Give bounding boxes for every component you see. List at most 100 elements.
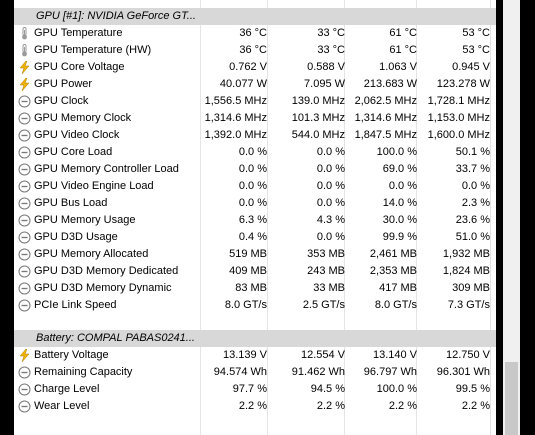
- sensor-row[interactable]: GPU Core Load 0.0 % 0.0 % 100.0 % 50.1 %: [14, 144, 496, 161]
- gauge-icon: [18, 146, 31, 159]
- current-value: 6.3 %: [238, 214, 267, 226]
- maximum-value: 2,062.5 MHz: [354, 95, 417, 107]
- sensor-label: GPU D3D Usage: [34, 231, 118, 243]
- average-value: 309 MB: [452, 282, 490, 294]
- sensor-label: GPU Memory Controller Load: [34, 163, 179, 175]
- current-value: 40.077 W: [219, 78, 267, 90]
- minimum-value: 4.3 %: [316, 214, 345, 226]
- sensor-row[interactable]: GPU Bus Load 0.0 % 0.0 % 14.0 % 2.3 %: [14, 195, 496, 212]
- sensor-row[interactable]: GPU Core Voltage 0.762 V 0.588 V 1.063 V 0.9…: [14, 59, 496, 76]
- sensor-label: GPU Clock: [34, 95, 89, 107]
- current-value: 1,314.6 MHz: [204, 112, 267, 124]
- maximum-value: 1,314.6 MHz: [354, 112, 417, 124]
- gauge-icon: [18, 282, 31, 295]
- minimum-value: 91.462 Wh: [291, 366, 345, 378]
- average-value: 1,932 MB: [442, 248, 490, 260]
- sensor-row[interactable]: GPU Temperature 36 °C 33 °C 61 °C 53 °C: [14, 25, 496, 42]
- sensor-label: Remaining Capacity: [34, 366, 133, 378]
- average-value: 1,824 MB: [442, 265, 490, 277]
- current-value: 1,556.5 MHz: [204, 95, 267, 107]
- maximum-value: 61 °C: [389, 27, 417, 39]
- gauge-icon: [18, 129, 31, 142]
- sensor-label: PCIe Link Speed: [34, 299, 117, 311]
- section-header[interactable]: Battery: COMPAL PABAS0241...: [14, 330, 496, 347]
- average-value: 0.945 V: [452, 61, 490, 73]
- vertical-scrollbar[interactable]: [503, 0, 520, 435]
- average-value: 96.301 Wh: [436, 366, 490, 378]
- sensor-row[interactable]: Charge Level 97.7 % 94.5 % 100.0 % 99.5 %: [14, 381, 496, 398]
- sensor-row[interactable]: GPU Power 40.077 W 7.095 W 213.683 W 123.278…: [14, 76, 496, 93]
- average-value: 53 °C: [462, 44, 490, 56]
- sensor-row[interactable]: GPU D3D Memory Dynamic 83 MB 33 MB 417 MB 30…: [14, 280, 496, 297]
- sensor-label: Battery Voltage: [34, 349, 109, 361]
- sensor-row[interactable]: GPU Video Engine Load 0.0 % 0.0 % 0.0 % 0.0 …: [14, 178, 496, 195]
- section-title: Battery: COMPAL PABAS0241...: [36, 332, 195, 344]
- average-value: 99.5 %: [455, 383, 490, 395]
- sensor-label: GPU Bus Load: [34, 197, 108, 209]
- maximum-value: 61 °C: [389, 44, 417, 56]
- current-value: 36 °C: [239, 44, 267, 56]
- sensor-row[interactable]: Battery Voltage 13.139 V 12.554 V 13.140 V 1…: [14, 347, 496, 364]
- average-value: 23.6 %: [455, 214, 490, 226]
- gauge-icon: [18, 400, 31, 413]
- sensor-row[interactable]: GPU Memory Controller Load 0.0 % 0.0 % 69.0…: [14, 161, 496, 178]
- minimum-value: 0.0 %: [316, 146, 345, 158]
- minimum-value: 7.095 W: [304, 78, 345, 90]
- sensor-label: Wear Level: [34, 400, 90, 412]
- sensor-row[interactable]: GPU Temperature (HW) 36 °C 33 °C 61 °C 53 °C: [14, 42, 496, 59]
- sensor-row[interactable]: GPU Clock 1,556.5 MHz 139.0 MHz 2,062.5 MHz…: [14, 93, 496, 110]
- sensor-label: GPU Power: [34, 78, 93, 90]
- average-value: 51.0 %: [455, 231, 490, 243]
- average-value: 12.750 V: [445, 349, 490, 361]
- sensor-row[interactable]: GPU Memory Usage 6.3 % 4.3 % 30.0 % 23.6 %: [14, 212, 496, 229]
- minimum-value: 139.0 MHz: [291, 95, 345, 107]
- sensor-row[interactable]: GPU D3D Memory Dedicated 409 MB 243 MB 2,35…: [14, 263, 496, 280]
- maximum-value: 96.797 Wh: [363, 366, 417, 378]
- current-value: 94.574 Wh: [213, 366, 267, 378]
- maximum-value: 30.0 %: [382, 214, 417, 226]
- minimum-value: 353 MB: [307, 248, 345, 260]
- scrollbar-thumb[interactable]: [505, 362, 518, 435]
- current-value: 8.0 GT/s: [224, 299, 267, 311]
- sensor-row[interactable]: GPU D3D Usage 0.4 % 0.0 % 99.9 % 51.0 %: [14, 229, 496, 246]
- sensor-row[interactable]: GPU Video Clock 1,392.0 MHz 544.0 MHz 1,847…: [14, 127, 496, 144]
- sensor-label: GPU Memory Usage: [34, 214, 136, 226]
- maximum-value: 100.0 %: [376, 146, 417, 158]
- maximum-value: 100.0 %: [376, 383, 417, 395]
- minimum-value: 33 °C: [317, 44, 345, 56]
- sensor-panel: GPU [#1]: NVIDIA GeForce GT... GPU Temper…: [14, 0, 496, 435]
- lightning-icon: [19, 349, 30, 362]
- maximum-value: 69.0 %: [382, 163, 417, 175]
- sensor-row[interactable]: PCIe Link Speed 8.0 GT/s 2.5 GT/s 8.0 GT/s 7…: [14, 297, 496, 314]
- minimum-value: 0.588 V: [307, 61, 345, 73]
- sensor-label: GPU Memory Clock: [34, 112, 132, 124]
- current-value: 83 MB: [235, 282, 267, 294]
- sensor-label: GPU Core Load: [34, 146, 113, 158]
- maximum-value: 1.063 V: [379, 61, 417, 73]
- gauge-icon: [18, 248, 31, 261]
- current-value: 13.139 V: [222, 349, 267, 361]
- sensor-label: GPU Video Engine Load: [34, 180, 154, 192]
- gauge-icon: [18, 366, 31, 379]
- sensor-row[interactable]: GPU Memory Clock 1,314.6 MHz 101.3 MHz 1,31…: [14, 110, 496, 127]
- current-value: 1,392.0 MHz: [204, 129, 267, 141]
- average-value: 33.7 %: [455, 163, 490, 175]
- average-value: 7.3 GT/s: [447, 299, 490, 311]
- section-header[interactable]: GPU [#1]: NVIDIA GeForce GT...: [14, 8, 496, 25]
- sensor-label: GPU D3D Memory Dynamic: [34, 282, 172, 294]
- current-value: 2.2 %: [238, 400, 267, 412]
- minimum-value: 2.5 GT/s: [302, 299, 345, 311]
- sensor-row[interactable]: Wear Level 2.2 % 2.2 % 2.2 % 2.2 %: [14, 398, 496, 415]
- gauge-icon: [18, 265, 31, 278]
- sensor-label: GPU Temperature (HW): [34, 44, 152, 56]
- current-value: 0.0 %: [238, 146, 267, 158]
- maximum-value: 99.9 %: [382, 231, 417, 243]
- sensor-row[interactable]: Remaining Capacity 94.574 Wh 91.462 Wh 96.7…: [14, 364, 496, 381]
- current-value: 0.0 %: [238, 197, 267, 209]
- sensor-label: GPU Core Voltage: [34, 61, 125, 73]
- gauge-icon: [18, 214, 31, 227]
- maximum-value: 2,353 MB: [369, 265, 417, 277]
- minimum-value: 2.2 %: [316, 400, 345, 412]
- maximum-value: 213.683 W: [363, 78, 417, 90]
- sensor-row[interactable]: GPU Memory Allocated 519 MB 353 MB 2,461 MB…: [14, 246, 496, 263]
